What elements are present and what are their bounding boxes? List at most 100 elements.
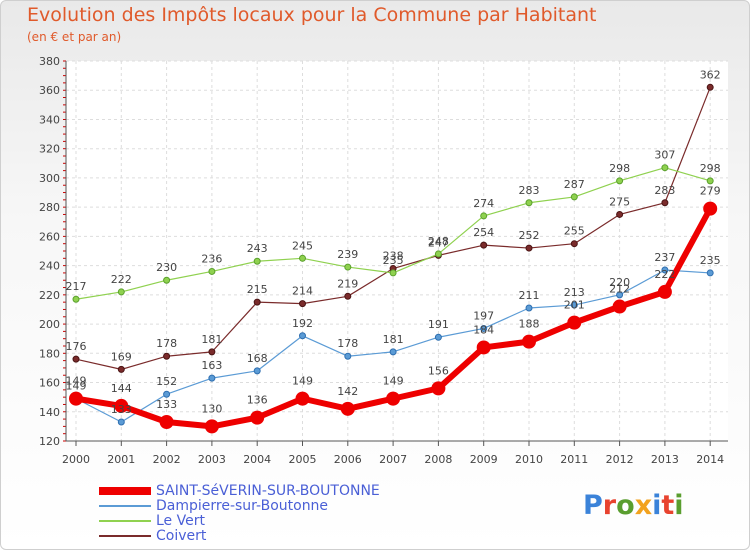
x-tick-label: 2008: [424, 453, 452, 466]
y-tick-label: 180: [39, 347, 60, 360]
data-point-le-vert: [163, 276, 171, 284]
data-point-coivert: [299, 300, 306, 308]
y-tick-label: 320: [39, 143, 60, 156]
x-tick-label: 2004: [243, 453, 271, 466]
logo-letter: o: [616, 490, 635, 521]
data-label-le-vert: 287: [564, 178, 585, 191]
data-label-dampierre-sur-boutonne: 163: [201, 359, 222, 372]
data-label-coivert: 362: [700, 68, 721, 81]
data-point-dampierre-sur-boutonne: [163, 390, 171, 398]
logo-letter: x: [634, 490, 653, 521]
data-label-coivert: 181: [201, 333, 222, 346]
data-label-saint-s-verin-sur-boutonne: 149: [383, 375, 404, 388]
data-point-saint-s-verin-sur-boutonne: [567, 315, 582, 330]
data-label-le-vert: 298: [700, 162, 721, 175]
legend-label: Le Vert: [156, 513, 205, 529]
data-point-le-vert: [208, 267, 216, 275]
data-label-coivert: 214: [292, 285, 313, 298]
legend-label: SAINT-SéVERIN-SUR-BOUTONNE: [156, 483, 380, 499]
data-point-saint-s-verin-sur-boutonne: [295, 391, 310, 406]
data-point-saint-s-verin-sur-boutonne: [340, 401, 355, 416]
data-point-dampierre-sur-boutonne: [570, 301, 578, 309]
data-label-dampierre-sur-boutonne: 133: [111, 403, 132, 416]
data-point-coivert: [253, 298, 261, 306]
data-label-coivert: 215: [247, 283, 268, 296]
data-point-le-vert: [616, 177, 624, 185]
data-label-le-vert: 298: [609, 162, 630, 175]
chart-subtitle: (en € et par an): [27, 30, 122, 44]
data-point-le-vert: [72, 295, 80, 303]
data-label-saint-s-verin-sur-boutonne: 201: [564, 299, 585, 312]
data-label-le-vert: 243: [247, 242, 268, 255]
x-tick-label: 2003: [198, 453, 226, 466]
data-point-coivert: [344, 292, 352, 300]
data-label-le-vert: 230: [156, 261, 177, 274]
data-label-coivert: 255: [564, 225, 585, 238]
data-label-dampierre-sur-boutonne: 237: [654, 251, 675, 264]
data-point-dampierre-sur-boutonne: [253, 367, 261, 375]
logo-letter: i: [674, 490, 684, 521]
data-label-saint-s-verin-sur-boutonne: 184: [473, 323, 494, 336]
plot-area: [66, 61, 728, 441]
data-point-coivert: [163, 352, 171, 360]
data-point-saint-s-verin-sur-boutonne: [69, 391, 83, 406]
data-label-coivert: 247: [428, 236, 449, 249]
data-point-le-vert: [525, 199, 533, 207]
y-tick-label: 300: [39, 172, 60, 185]
x-tick-label: 2000: [62, 453, 90, 466]
logo-letter: r: [602, 490, 617, 521]
data-point-saint-s-verin-sur-boutonne: [612, 299, 627, 314]
data-label-le-vert: 217: [66, 280, 87, 293]
x-tick-label: 2012: [606, 453, 634, 466]
data-label-dampierre-sur-boutonne: 178: [337, 337, 358, 350]
data-label-saint-s-verin-sur-boutonne: 212: [609, 283, 630, 296]
x-tick-label: 2013: [651, 453, 679, 466]
data-label-dampierre-sur-boutonne: 192: [292, 317, 313, 330]
data-point-le-vert: [117, 288, 125, 296]
data-point-le-vert: [706, 177, 714, 185]
data-point-le-vert: [253, 257, 261, 265]
legend-swatch: [99, 487, 151, 495]
data-point-le-vert: [299, 254, 306, 262]
data-label-coivert: 169: [111, 350, 132, 363]
x-tick-label: 2001: [107, 453, 135, 466]
data-point-coivert: [706, 83, 714, 91]
data-point-le-vert: [661, 164, 669, 172]
data-point-dampierre-sur-boutonne: [389, 348, 397, 356]
data-label-saint-s-verin-sur-boutonne: 133: [156, 398, 177, 411]
data-point-le-vert: [570, 193, 578, 201]
data-label-saint-s-verin-sur-boutonne: 149: [66, 375, 87, 388]
data-label-dampierre-sur-boutonne: 168: [247, 352, 268, 365]
data-label-coivert: 275: [609, 195, 630, 208]
y-tick-label: 340: [39, 113, 60, 126]
data-label-dampierre-sur-boutonne: 213: [564, 286, 585, 299]
data-point-coivert: [525, 244, 533, 252]
data-label-le-vert: 274: [473, 197, 494, 210]
data-label-dampierre-sur-boutonne: 220: [609, 276, 630, 289]
data-point-saint-s-verin-sur-boutonne: [703, 201, 718, 216]
legend-swatch: [99, 505, 151, 507]
data-point-saint-s-verin-sur-boutonne: [657, 284, 672, 299]
data-label-saint-s-verin-sur-boutonne: 188: [519, 318, 540, 331]
data-point-dampierre-sur-boutonne: [525, 304, 533, 312]
x-tick-label: 2002: [153, 453, 181, 466]
data-point-dampierre-sur-boutonne: [344, 352, 352, 360]
data-label-dampierre-sur-boutonne: 152: [156, 375, 177, 388]
data-point-dampierre-sur-boutonne: [434, 333, 442, 341]
proxiti-logo: Proxiti: [583, 490, 684, 521]
data-label-coivert: 219: [337, 277, 358, 290]
data-label-coivert: 283: [654, 184, 675, 197]
legend-label: Coivert: [156, 528, 207, 544]
data-point-dampierre-sur-boutonne: [117, 418, 125, 426]
data-label-coivert: 176: [66, 340, 87, 353]
data-point-le-vert: [434, 250, 442, 258]
data-point-coivert: [570, 240, 578, 248]
data-point-saint-s-verin-sur-boutonne: [250, 410, 265, 425]
data-label-saint-s-verin-sur-boutonne: 279: [700, 185, 721, 198]
data-point-le-vert: [344, 263, 352, 271]
y-tick-label: 280: [39, 201, 60, 214]
x-tick-label: 2005: [289, 453, 317, 466]
logo-letter: i: [652, 490, 662, 521]
logo-letter: t: [661, 490, 675, 521]
